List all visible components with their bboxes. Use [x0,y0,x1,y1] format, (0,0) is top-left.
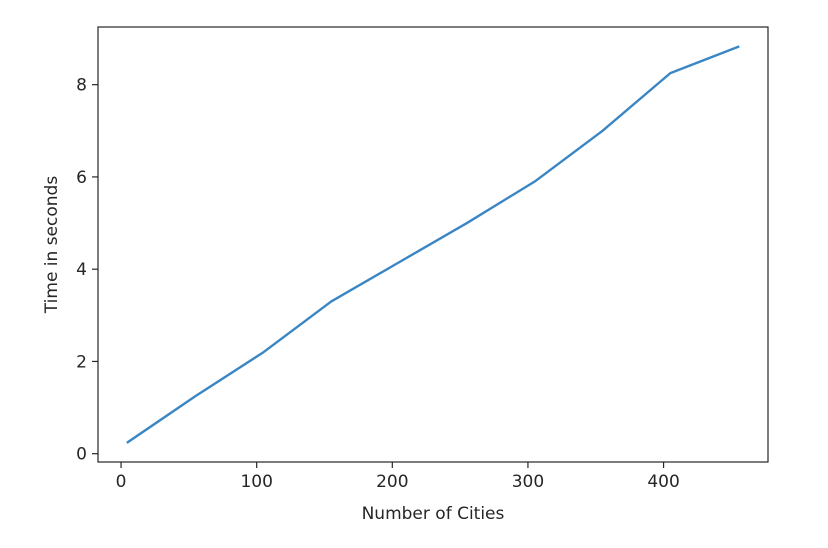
y-tick-label: 0 [76,445,87,465]
y-tick-label: 2 [76,352,87,372]
y-tick-label: 4 [76,260,87,280]
x-axis-ticks: 0 100 200 300 400 [116,462,680,492]
x-tick-label: 300 [512,472,544,492]
y-axis-label: Time in seconds [42,176,62,315]
x-tick-label: 200 [376,472,408,492]
series-layer [126,45,740,444]
plot-area-frame [97,26,769,463]
y-tick-label: 6 [76,168,87,188]
x-tick-label: 100 [240,472,272,492]
series-line [126,45,740,444]
y-axis-ticks: 0 2 4 6 8 [76,76,98,465]
x-tick-label: 400 [647,472,679,492]
y-tick-label: 8 [76,76,87,96]
x-tick-label: 0 [116,472,127,492]
x-axis-label: Number of Cities [362,504,505,524]
